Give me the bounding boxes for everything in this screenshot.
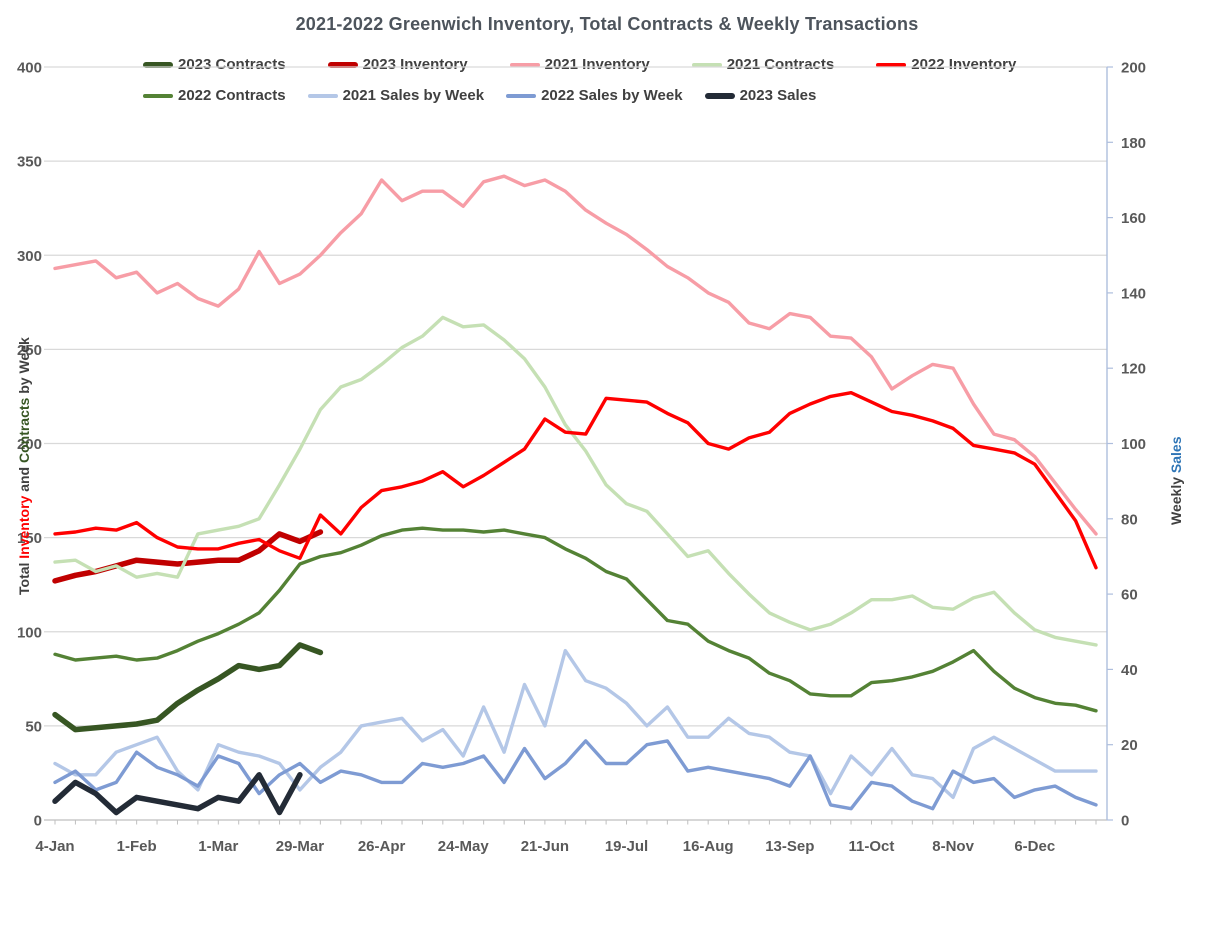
x-axis-label: 21-Jun	[521, 838, 569, 855]
series-2021-contracts[interactable]	[53, 315, 1098, 647]
left-axis-tick-label: 100	[17, 624, 42, 641]
x-axis-label: 11-Oct	[849, 838, 895, 855]
legend-item-2023-sales[interactable]: 2023 Sales	[704, 87, 817, 104]
left-axis-title-part: by Week	[16, 337, 32, 398]
x-axis-label: 4-Jan	[35, 838, 74, 855]
legend-item-2023-inventory[interactable]: 2023 Inventory	[327, 56, 468, 73]
series-2021-inventory[interactable]	[53, 174, 1098, 536]
legend-label: 2021 Inventory	[544, 56, 650, 73]
x-axis-label: 1-Feb	[117, 838, 157, 855]
legend-marker-icon	[307, 93, 338, 98]
x-axis-label: 16-Aug	[683, 838, 734, 855]
x-axis-label: 6-Dec	[1014, 838, 1055, 855]
legend-marker-icon	[704, 92, 735, 99]
right-axis-tick-label: 40	[1121, 662, 1138, 679]
left-axis-tick-label: 350	[17, 154, 42, 171]
series-2022-contracts[interactable]	[53, 526, 1098, 713]
series-2021-sales-by-week[interactable]	[53, 648, 1098, 800]
left-axis-title-contracts: Contracts	[16, 397, 32, 464]
x-axis-label: 1-Mar	[198, 838, 238, 855]
right-axis-tick-label: 20	[1121, 737, 1138, 754]
legend-item-2022-sales-by-week[interactable]: 2022 Sales by Week	[506, 87, 683, 104]
x-axis-label: 26-Apr	[358, 838, 406, 855]
x-axis-label: 13-Sep	[765, 838, 814, 855]
legend-marker-icon	[506, 93, 537, 98]
legend-item-2021-inventory[interactable]: 2021 Inventory	[509, 56, 650, 73]
left-axis-title-part: Total	[16, 558, 32, 595]
left-axis-title: Total Inventory and Contracts by Week	[16, 337, 32, 595]
left-axis-tick-label: 250	[17, 342, 42, 359]
right-axis-tick-label: 80	[1121, 511, 1138, 528]
legend-label: 2022 Contracts	[178, 87, 286, 104]
x-axis-label: 24-May	[438, 838, 490, 855]
series-2023-sales[interactable]	[52, 772, 303, 816]
right-axis-tick-label: 200	[1121, 60, 1146, 77]
x-axis-label: 19-Jul	[605, 838, 648, 855]
legend-item-2023-contracts[interactable]: 2023 Contracts	[143, 56, 286, 73]
legend-marker-icon	[509, 62, 540, 67]
legend-marker-icon	[876, 62, 907, 67]
right-axis-title-part: Weekly	[1168, 473, 1184, 525]
left-axis-tick-label: 200	[17, 436, 42, 453]
legend-marker-icon	[327, 61, 358, 68]
left-axis-tick-label: 0	[34, 813, 42, 830]
legend-item-2021-sales-by-week[interactable]: 2021 Sales by Week	[307, 87, 485, 104]
legend-label: 2022 Sales by Week	[541, 87, 683, 104]
left-axis-tick-label: 150	[17, 530, 42, 547]
right-axis-tick-label: 140	[1121, 285, 1146, 302]
legend-label: 2023 Sales	[740, 87, 817, 104]
legend-marker-icon	[691, 62, 722, 67]
legend-label: 2021 Contracts	[726, 56, 835, 73]
left-axis-title-inventory: Inventory	[16, 495, 32, 559]
right-axis-title: Weekly Sales	[1168, 437, 1184, 525]
series-2022-inventory[interactable]	[53, 391, 1098, 570]
right-axis-tick-label: 120	[1121, 361, 1146, 378]
x-axis-label: 8-Nov	[932, 838, 974, 855]
series-2022-sales-by-week[interactable]	[53, 739, 1098, 811]
legend-marker-icon	[143, 61, 173, 68]
legend-marker-icon	[143, 93, 173, 98]
chart-title[interactable]: 2021-2022 Greenwich Inventory, Total Con…	[295, 14, 919, 34]
legend-label: 2023 Contracts	[178, 56, 286, 73]
right-axis-tick-label: 180	[1121, 135, 1146, 152]
legend-label: 2021 Sales by Week	[343, 87, 485, 104]
right-axis-tick-label: 160	[1121, 210, 1146, 227]
left-axis-tick-label: 400	[17, 60, 42, 77]
right-axis-tick-label: 0	[1121, 813, 1129, 830]
x-axis-label: 29-Mar	[276, 838, 325, 855]
legend-item-2022-inventory[interactable]: 2022 Inventory	[876, 56, 1016, 73]
legend-row-1: 2023 Contracts 2023 Inventory 2021 Invento…	[143, 56, 1016, 73]
right-axis-title-sales: Sales	[1168, 436, 1184, 474]
left-axis-tick-label: 50	[25, 718, 42, 735]
series-2023-contracts[interactable]	[52, 642, 324, 733]
legend-item-2022-contracts[interactable]: 2022 Contracts	[143, 87, 286, 104]
left-axis-tick-label: 300	[17, 248, 42, 265]
right-axis-tick-label: 100	[1121, 436, 1146, 453]
right-axis-tick-label: 60	[1121, 587, 1138, 604]
legend-label: 2023 Inventory	[362, 56, 468, 73]
legend-label: 2022 Inventory	[911, 56, 1017, 73]
legend-row-2: 2022 Contracts 2021 Sales by Week 2022 Sal…	[143, 87, 816, 104]
legend-item-2021-contracts[interactable]: 2021 Contracts	[691, 56, 835, 73]
left-axis-title-part: and	[16, 463, 32, 496]
